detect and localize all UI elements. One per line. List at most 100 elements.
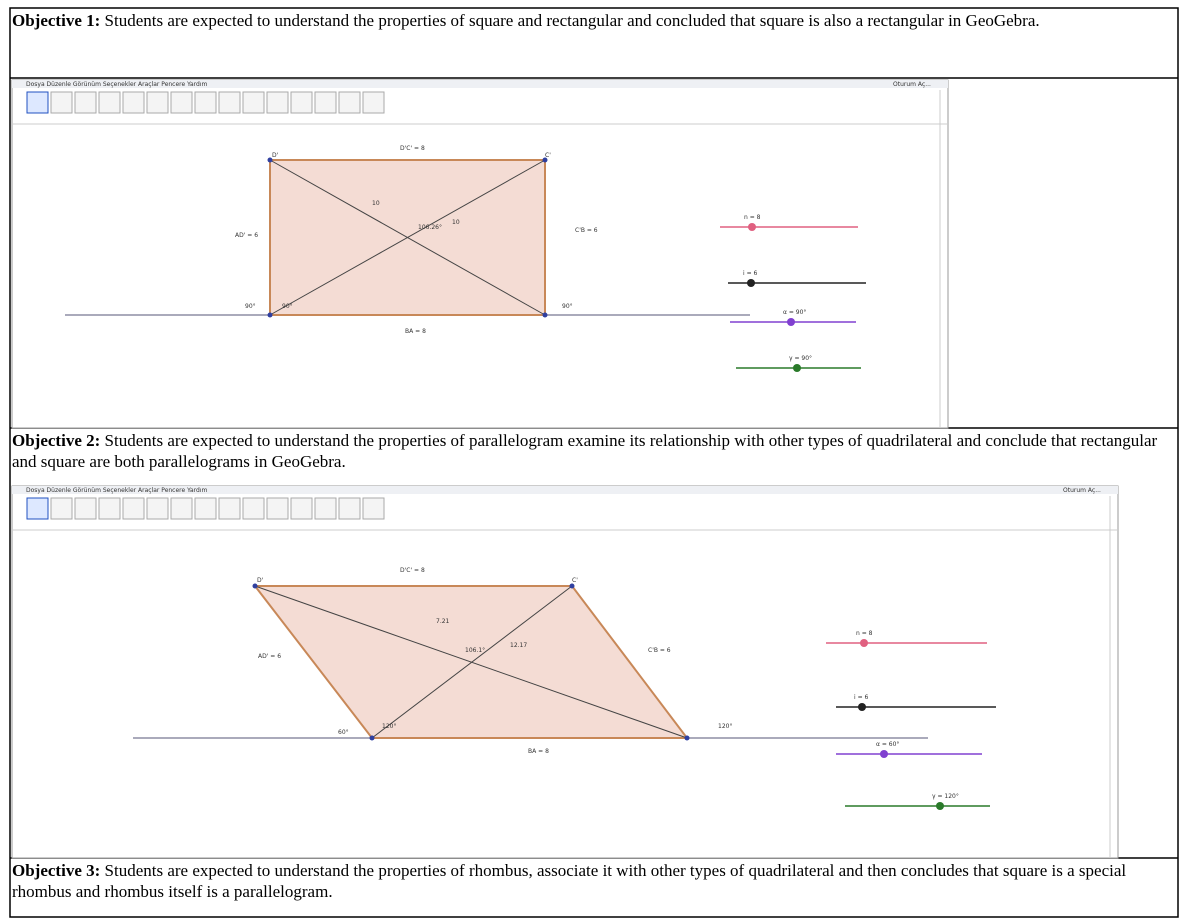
tool-icon xyxy=(194,497,217,520)
tool-icon xyxy=(338,497,361,520)
point xyxy=(252,583,258,589)
tool-icon xyxy=(266,91,289,114)
geo-label: 106.26° xyxy=(418,224,442,231)
objective: Objective 2: Students are expected to un… xyxy=(12,430,1172,472)
geo-label: D' xyxy=(257,577,264,584)
slider-label: α = 60° xyxy=(876,741,899,748)
slider-label: γ = 120° xyxy=(932,793,959,800)
tool-icon xyxy=(314,497,337,520)
tool-icon xyxy=(338,91,361,114)
slider-label: i = 6 xyxy=(854,694,869,701)
login: Oturum Aç... xyxy=(893,81,931,88)
tool-icon xyxy=(290,91,313,114)
geo-label: BA = 8 xyxy=(528,748,549,755)
geo-label: D'C' = 8 xyxy=(400,567,425,574)
tool-icon xyxy=(242,497,265,520)
geo-label: 7.21 xyxy=(436,618,450,625)
slider-label: n = 8 xyxy=(856,630,873,637)
point xyxy=(684,735,690,741)
geo-label: AD' = 6 xyxy=(235,232,258,239)
diagonal xyxy=(371,585,573,739)
point xyxy=(542,157,548,163)
slider-knob xyxy=(787,318,795,326)
geo-label: 120° xyxy=(718,723,732,730)
tool-icon xyxy=(146,91,169,114)
tool-icon xyxy=(242,91,265,114)
geo-label: 120° xyxy=(382,723,396,730)
slider-knob xyxy=(860,639,868,647)
tool-icon xyxy=(266,497,289,520)
point xyxy=(369,735,375,741)
slider-knob xyxy=(880,750,888,758)
geo-label: 90° xyxy=(562,303,573,310)
slider-knob xyxy=(936,802,944,810)
geo-label: 12.17 xyxy=(510,642,527,649)
geo-label: 10 xyxy=(452,219,460,226)
tool-icon xyxy=(122,91,145,114)
slider-knob xyxy=(748,223,756,231)
geo-label: AD' = 6 xyxy=(258,653,281,660)
geo-label: 90° xyxy=(245,303,256,310)
objective-label: Objective 3: xyxy=(12,861,101,880)
tool-icon xyxy=(194,91,217,114)
tool-icon xyxy=(314,91,337,114)
tool-icon xyxy=(50,497,73,520)
geo-label: C' xyxy=(545,152,551,159)
objective-text: Students are expected to understand the … xyxy=(12,431,1158,471)
login: Oturum Aç... xyxy=(1063,487,1101,494)
tool-icon xyxy=(74,497,97,520)
menu-bar xyxy=(12,486,1118,494)
slider-label: α = 90° xyxy=(783,309,806,316)
point xyxy=(267,312,273,318)
tool-icon xyxy=(170,497,193,520)
tool-icon xyxy=(362,497,385,520)
tool-icon xyxy=(98,497,121,520)
slider-knob xyxy=(858,703,866,711)
geo-label: 60° xyxy=(338,729,349,736)
point xyxy=(542,312,548,318)
slider-label: n = 8 xyxy=(744,214,761,221)
geo-label: C'B = 6 xyxy=(575,227,598,234)
geo-label: C' xyxy=(572,577,578,584)
tool-icon xyxy=(50,91,73,114)
geo-label: BA = 8 xyxy=(405,328,426,335)
geo-label: 10 xyxy=(372,200,380,207)
tool-icon xyxy=(74,91,97,114)
table-border xyxy=(9,7,1179,918)
tool-icon xyxy=(26,497,49,520)
menu: Dosya Düzenle Görünüm Seçenekler Araçlar… xyxy=(26,487,207,494)
objective-text: Students are expected to understand the … xyxy=(104,11,1040,30)
screenshot: Dosya Düzenle Görünüm Seçenekler Araçlar… xyxy=(11,79,949,429)
menu: Dosya Düzenle Görünüm Seçenekler Araçlar… xyxy=(26,81,207,88)
objective-text: Students are expected to understand the … xyxy=(12,861,1127,901)
tool-icon xyxy=(290,497,313,520)
point xyxy=(267,157,273,163)
objective-label: Objective 2: xyxy=(12,431,101,450)
slider-knob xyxy=(793,364,801,372)
geo-label: 90° xyxy=(282,303,293,310)
tool-icon xyxy=(26,91,49,114)
objective-label: Objective 1: xyxy=(12,11,101,30)
geo-label: 106.1° xyxy=(465,647,485,654)
tool-icon xyxy=(218,497,241,520)
geo-label: D' xyxy=(272,152,279,159)
geo-label: C'B = 6 xyxy=(648,647,671,654)
tool-icon xyxy=(170,91,193,114)
diagonal xyxy=(269,159,546,316)
geo-label: D'C' = 8 xyxy=(400,145,425,152)
objective: Objective 3: Students are expected to un… xyxy=(12,860,1172,902)
tool-icon xyxy=(362,91,385,114)
tool-icon xyxy=(122,497,145,520)
tool-icon xyxy=(98,91,121,114)
point xyxy=(569,583,575,589)
diagonal xyxy=(254,585,688,739)
slider-knob xyxy=(747,279,755,287)
slider-label: γ = 90° xyxy=(789,355,812,362)
slider-label: i = 6 xyxy=(743,270,758,277)
objective: Objective 1: Students are expected to un… xyxy=(12,10,1172,31)
tool-icon xyxy=(146,497,169,520)
menu-bar xyxy=(12,80,948,88)
screenshot: Dosya Düzenle Görünüm Seçenekler Araçlar… xyxy=(11,485,1119,859)
